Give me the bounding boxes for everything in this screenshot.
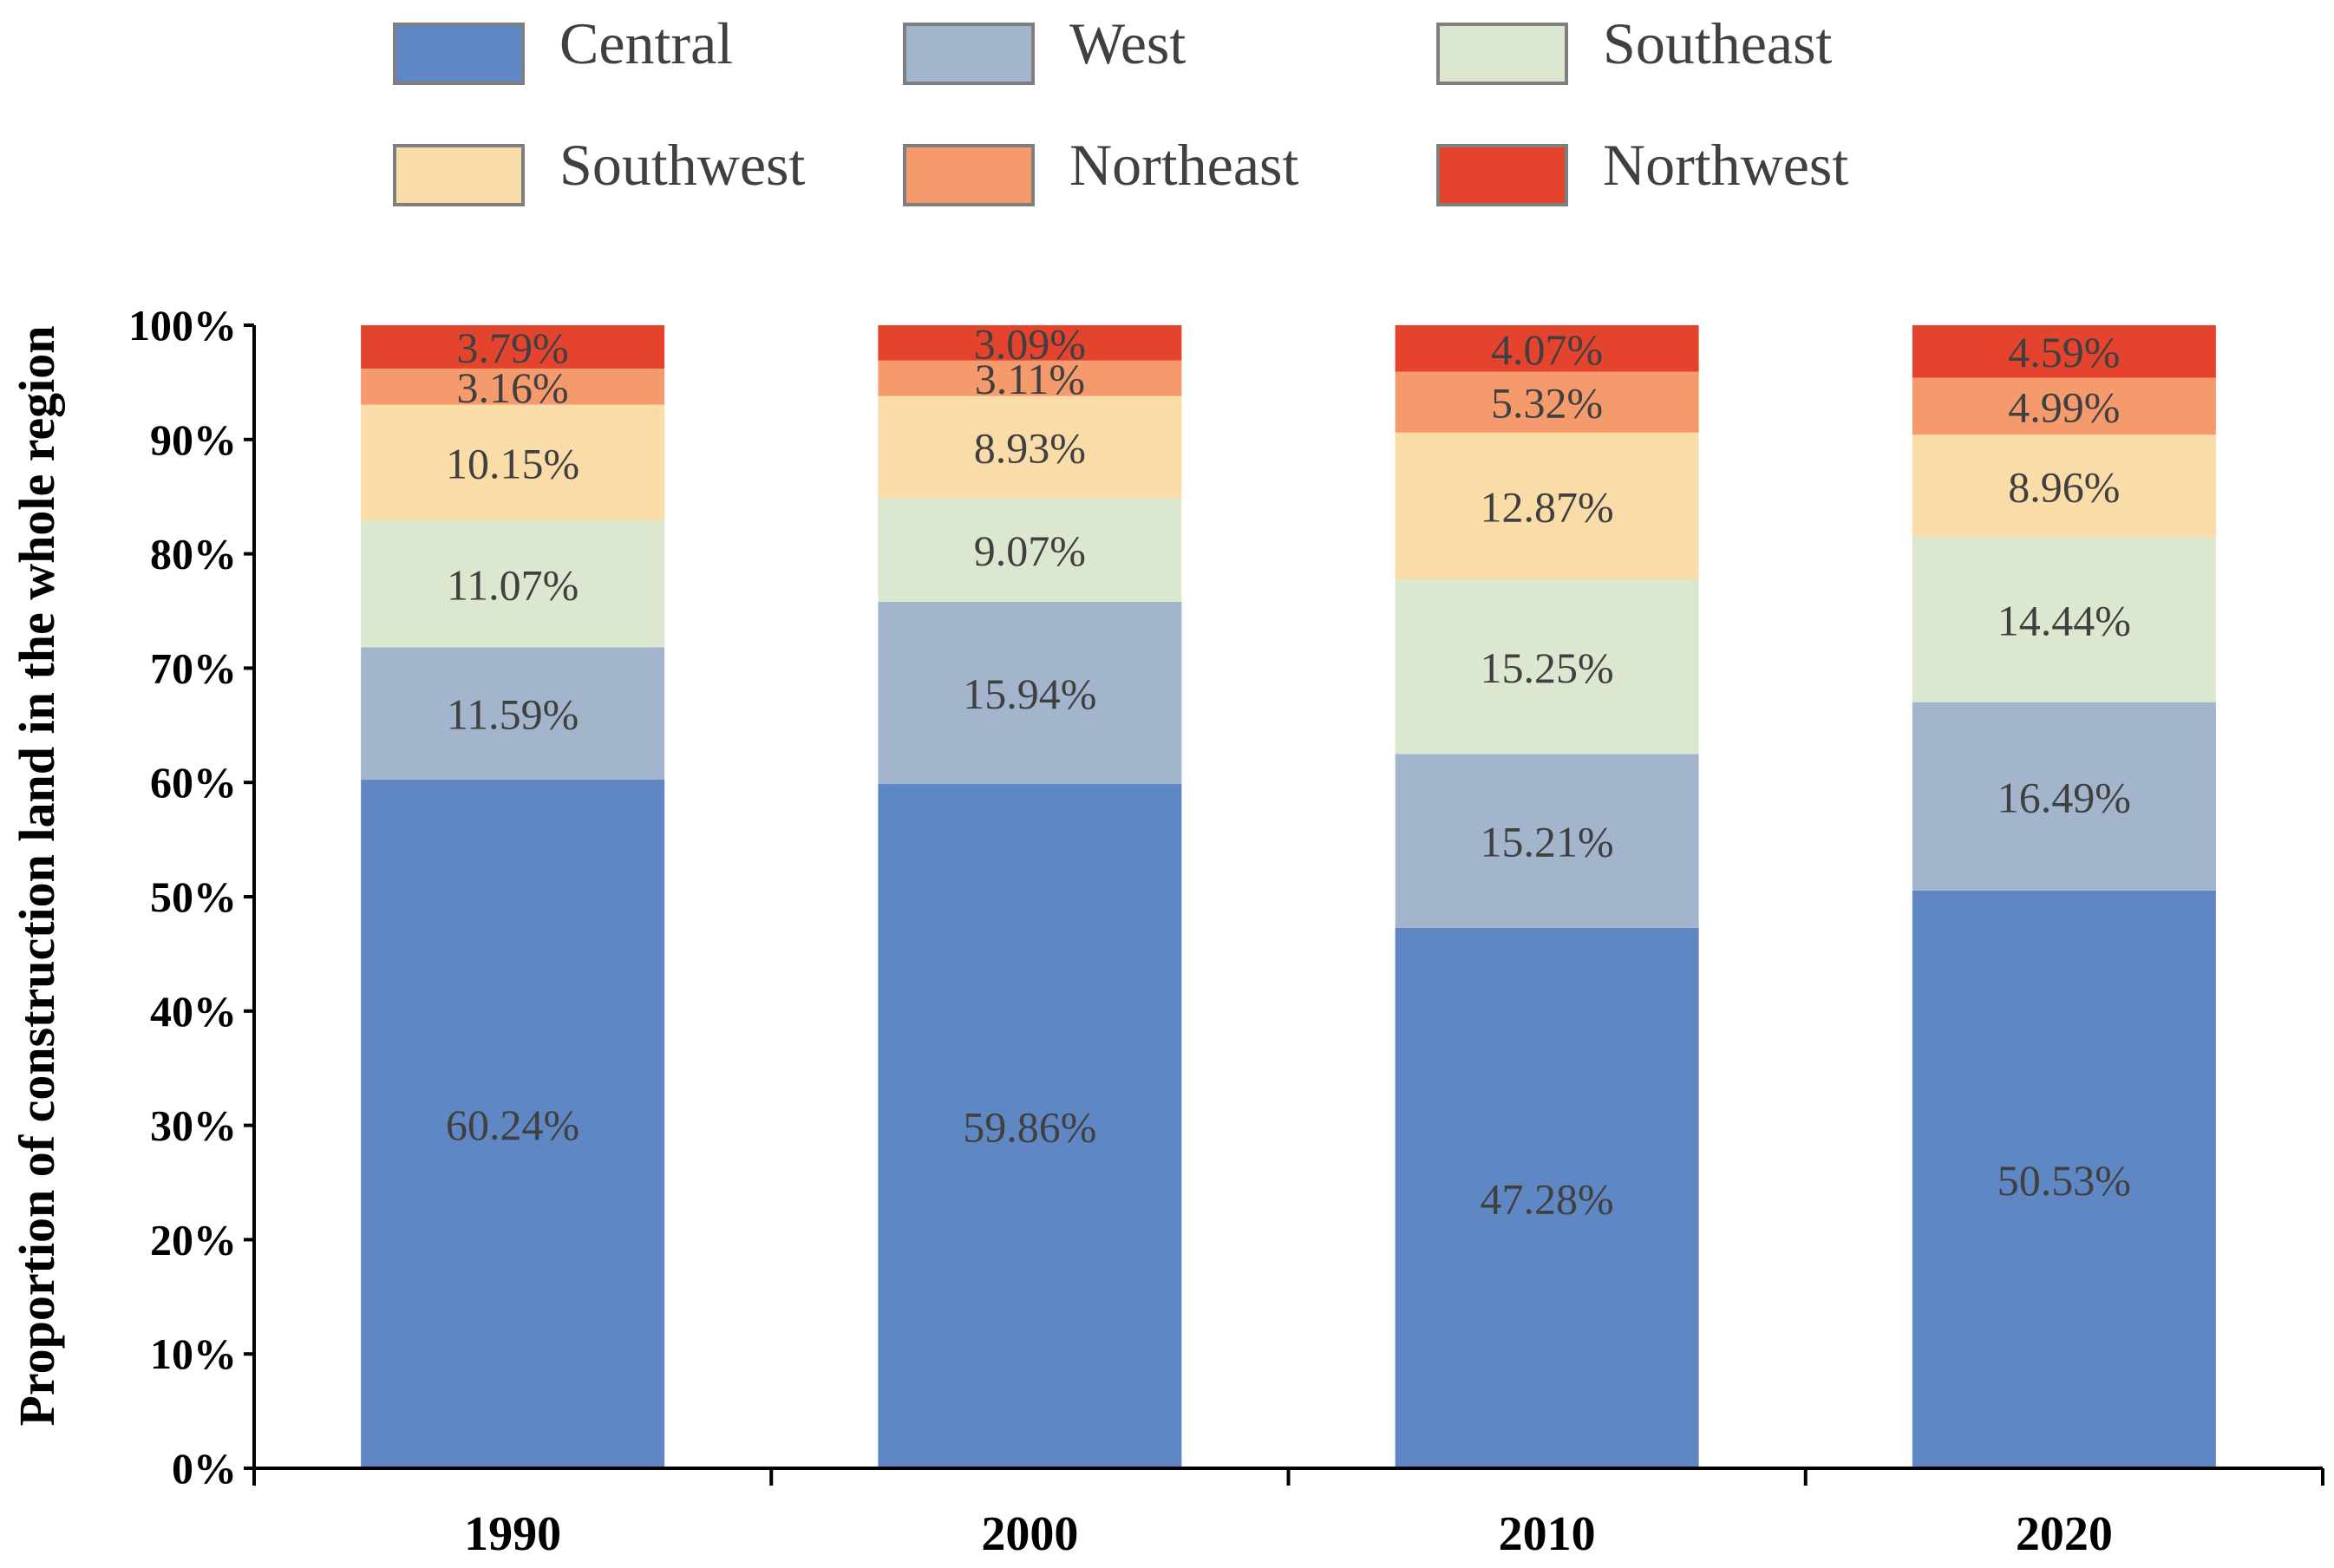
x-tick-label-2020: 2020 [2016,1507,2113,1561]
data-label-2010-central: 47.28% [1481,1174,1614,1223]
bar-2000-southwest [878,395,1182,499]
bar-2020-southwest [1912,434,2216,538]
bar-2000-northwest [878,325,1182,361]
legend-swatch-northeast [903,144,1035,206]
data-label-1990-west: 11.59% [447,690,579,739]
bar-2000-central [878,784,1182,1468]
y-tick-label-40-: 40% [150,987,237,1036]
bar-2010-northwest [1395,325,1699,372]
data-label-2010-southwest: 12.87% [1481,483,1614,532]
data-label-2010-northwest: 4.07% [1491,325,1603,374]
bar-2010-west [1395,754,1699,928]
bar-1990-southwest [361,404,665,521]
data-label-1990-central: 60.24% [446,1101,579,1149]
data-label-1990-northwest: 3.79% [457,323,569,372]
y-tick-label-60-: 60% [150,758,237,807]
bar-2010-southwest [1395,432,1699,580]
y-axis-label: Proportion of construction land in the w… [9,325,65,1426]
data-label-2020-northwest: 4.59% [2008,328,2120,376]
legend: Central West Southeast Southwest Northeast No… [393,10,1848,206]
legend-label-southwest: Southwest [559,132,805,198]
bar-2000-west [878,601,1182,785]
y-axis: 0% 10% 20% 30% 40% 50% 60% 70% 80% 90% 100% [128,301,256,1493]
data-label-2000-west: 15.94% [963,670,1096,718]
data-label-2010-west: 15.21% [1481,818,1614,866]
bars: 60.24% 11.59% 11.07% 10.15% 3.16%3.79% 59.86%… [361,319,2216,1468]
bar-2020-west [1912,702,2216,892]
legend-swatch-central [393,23,525,85]
data-label-1990-northeast: 3.16% [457,363,569,412]
bar-2020-northeast [1912,377,2216,435]
x-axis: 1990 2000 2010 2020 [252,1467,2324,1561]
data-label-1990-southwest: 10.15% [446,439,579,487]
legend-swatch-southwest [393,144,525,206]
y-tick-label-100-: 100% [128,301,237,350]
y-tick-label-70-: 70% [150,644,237,692]
legend-label-west: West [1069,10,1186,76]
legend-label-central: Central [559,10,733,76]
legend-swatch-southeast [1436,23,1568,85]
y-tick-label-20-: 20% [150,1215,237,1264]
data-label-2010-northeast: 5.32% [1491,379,1603,428]
y-tick-label-90-: 90% [150,415,237,464]
data-label-2010-southeast: 15.25% [1481,644,1614,692]
y-tick-label-30-: 30% [150,1101,237,1150]
data-label-2000-central: 59.86% [963,1103,1096,1152]
legend-swatch-northwest [1436,144,1568,206]
bar-2020-central [1912,891,2216,1468]
bar-2000-southeast [878,498,1182,602]
data-label-2020-west: 16.49% [1997,773,2131,821]
legend-swatch-west [903,23,1035,85]
y-tick-label-10-: 10% [150,1330,237,1378]
bar-1990-northwest [361,325,665,369]
data-label-2000-southwest: 8.93% [974,424,1086,473]
data-label-2020-southeast: 14.44% [1997,597,2131,645]
y-tick-label-0-: 0% [172,1444,237,1493]
bar-1990-southeast [361,520,665,648]
data-label-2020-northeast: 4.99% [2008,382,2120,431]
data-label-1990-southeast: 11.07% [447,560,579,609]
legend-label-northwest: Northwest [1603,132,1848,198]
data-label-2000-southeast: 9.07% [974,526,1086,575]
data-label-2020-central: 50.53% [1997,1156,2131,1205]
data-label-2020-southwest: 8.96% [2008,462,2120,511]
x-tick-label-2010: 2010 [1499,1507,1596,1561]
bar-2010-northeast [1395,371,1699,433]
x-tick-label-2000: 2000 [981,1507,1078,1561]
y-tick-label-50-: 50% [150,872,237,921]
data-label-2000-northeast: 3.11% [975,355,1085,403]
bar-2000-northeast [878,360,1182,396]
bar-2010-central [1395,927,1699,1468]
y-tick-label-80-: 80% [150,530,237,578]
bar-1990-central [361,780,665,1468]
bar-2020-northwest [1912,325,2216,378]
legend-label-northeast: Northeast [1069,132,1298,198]
x-tick-label-1990: 1990 [464,1507,561,1561]
bar-2020-southeast [1912,537,2216,702]
data-label-2000-northwest: 3.09% [974,319,1086,368]
legend-label-southeast: Southeast [1603,10,1833,76]
bar-1990-northeast [361,368,665,405]
bar-1990-west [361,647,665,781]
bar-2010-southeast [1395,579,1699,755]
